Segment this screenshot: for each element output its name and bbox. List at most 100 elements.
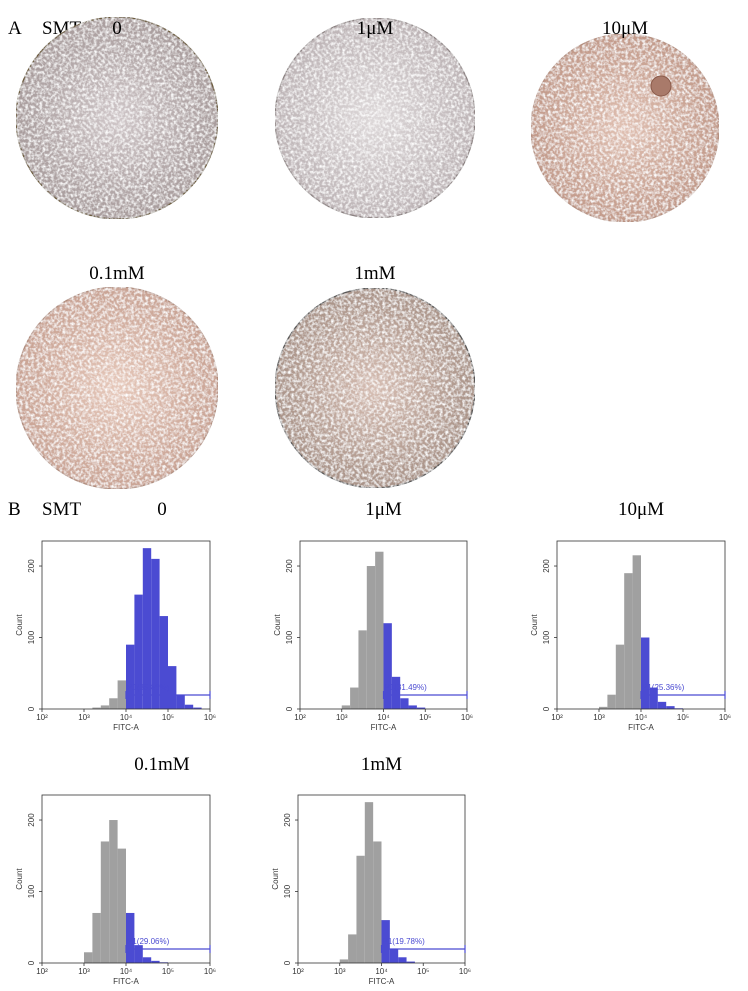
histogram-bar [381, 920, 390, 963]
x-tick-label: 10² [292, 967, 304, 976]
y-tick-label: 200 [27, 559, 36, 573]
histogram-bar [176, 694, 185, 709]
histogram-bar [84, 952, 93, 963]
x-tick-label: 10³ [334, 967, 346, 976]
image-label: 1μM [357, 18, 394, 39]
y-tick-label: 200 [27, 813, 36, 827]
micrograph [15, 16, 219, 220]
histogram-bar [168, 666, 177, 709]
y-axis-label: Count [273, 614, 282, 636]
y-tick-label: 100 [27, 884, 36, 898]
y-axis-label: Count [271, 868, 280, 890]
histogram-bar [193, 707, 202, 709]
panel-label: B [8, 499, 21, 520]
gate-label: P1(31.49%) [385, 683, 428, 692]
histogram-bar [126, 912, 135, 963]
histogram-bar [391, 676, 401, 709]
histogram-bar [151, 960, 160, 963]
histogram-bar [151, 558, 160, 709]
y-tick-label: 0 [285, 706, 294, 711]
histogram-bar [92, 912, 101, 963]
y-tick-label: 100 [27, 630, 36, 644]
histogram-bar [341, 705, 351, 709]
histogram-bar [657, 701, 667, 709]
x-tick-label: 10⁴ [377, 713, 390, 722]
bubble [650, 75, 672, 97]
x-axis-label: FITC-A [113, 723, 139, 732]
plot-label: 1mM [361, 754, 402, 775]
x-tick-label: 10³ [78, 967, 90, 976]
y-axis-label: Count [530, 614, 539, 636]
micrograph [274, 17, 476, 219]
histogram-bar [416, 707, 426, 709]
x-tick-label: 10⁵ [162, 967, 174, 976]
x-tick-label: 10⁶ [459, 967, 471, 976]
histogram-bar [666, 706, 675, 709]
histogram-bar [109, 698, 118, 709]
x-tick-label: 10⁵ [419, 713, 431, 722]
y-tick-label: 0 [27, 960, 36, 965]
x-tick-label: 10⁵ [162, 713, 174, 722]
micrograph [274, 287, 476, 489]
image-label: 0 [112, 18, 122, 39]
x-tick-label: 10⁴ [375, 967, 388, 976]
histogram-bar [641, 637, 650, 709]
histogram-bar [358, 630, 367, 709]
histogram-bar [117, 848, 126, 963]
histogram-bar [109, 820, 118, 963]
histogram-bar [400, 698, 409, 709]
histogram-bar [142, 957, 152, 963]
x-axis-label: FITC-A [628, 723, 654, 732]
y-tick-label: 0 [27, 706, 36, 711]
y-axis-label: Count [15, 614, 24, 636]
histogram-bar [624, 573, 633, 709]
plot-label: 1μM [365, 499, 402, 520]
y-tick-label: 0 [283, 960, 292, 965]
x-tick-label: 10⁶ [461, 713, 473, 722]
gate-label: P1(19.78%) [383, 937, 426, 946]
histogram-bar [408, 705, 417, 709]
plot-label: 10μM [618, 499, 664, 520]
x-tick-label: 10² [551, 713, 563, 722]
y-tick-label: 200 [283, 813, 292, 827]
histogram-bar [356, 855, 365, 963]
histogram-bar [615, 644, 625, 709]
image-label: 0.1mM [89, 263, 145, 284]
gate-label: P1(25.36%) [642, 683, 685, 692]
histogram-bar [100, 705, 110, 709]
histogram-bar [607, 694, 616, 709]
x-tick-label: 10³ [78, 713, 90, 722]
x-tick-label: 10² [36, 967, 48, 976]
histogram-bar [142, 548, 152, 709]
x-tick-label: 10⁶ [204, 967, 216, 976]
gate-label: P1(29.06%) [127, 937, 170, 946]
x-tick-label: 10⁴ [120, 713, 133, 722]
histogram-bar [92, 707, 101, 709]
x-tick-label: 10⁴ [120, 967, 133, 976]
histogram-bar [366, 566, 376, 709]
histogram-bar [383, 623, 392, 709]
histogram-bar [406, 961, 415, 963]
plot-label: 0 [157, 499, 167, 520]
histogram-bar [364, 802, 374, 963]
histogram-bar [350, 687, 359, 709]
gate-label: P1(35.86%) [127, 683, 170, 692]
histogram-bar [632, 555, 641, 709]
y-tick-label: 100 [283, 884, 292, 898]
x-tick-label: 10⁴ [635, 713, 648, 722]
histogram-bar [599, 706, 608, 709]
histogram-bar [348, 934, 357, 963]
y-tick-label: 100 [285, 630, 294, 644]
x-tick-label: 10⁶ [204, 713, 216, 722]
histogram-bar [398, 957, 407, 963]
x-tick-label: 10² [36, 713, 48, 722]
x-tick-label: 10⁵ [417, 967, 429, 976]
x-tick-label: 10³ [336, 713, 348, 722]
y-tick-label: 0 [542, 706, 551, 711]
image-label: 1mM [354, 263, 395, 284]
histogram-bar [126, 644, 135, 709]
y-axis-label: Count [15, 868, 24, 890]
histogram-bar [373, 841, 382, 963]
plot-label: 0.1mM [134, 754, 190, 775]
